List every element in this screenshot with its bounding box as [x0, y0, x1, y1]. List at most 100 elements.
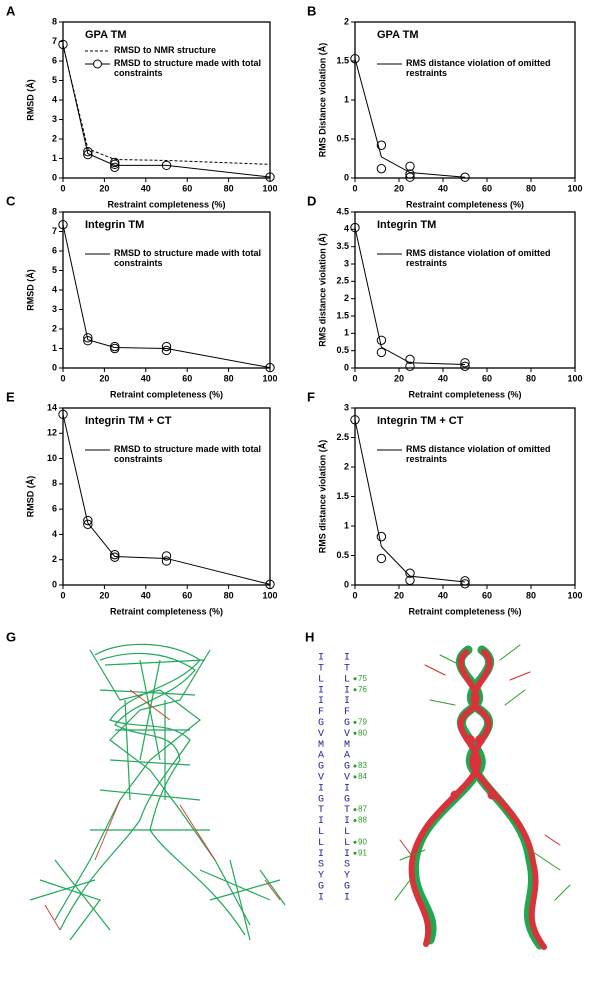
y-tick-label: 2: [344, 293, 349, 303]
contact-dot: [353, 775, 357, 779]
y-tick-label: 0.5: [336, 550, 349, 560]
residue: I: [344, 783, 350, 794]
legend-entry: RMSD to NMR structure: [114, 45, 217, 55]
y-tick-label: 0: [52, 362, 57, 372]
y-tick-label: 1: [344, 94, 349, 104]
series-line: [62, 414, 271, 585]
data-point: [376, 163, 387, 174]
residue-number: 76: [358, 685, 367, 694]
panel-label: D: [307, 193, 316, 208]
y-tick-label: 3: [52, 304, 57, 314]
data-point: [161, 160, 172, 171]
data-point: [405, 354, 415, 365]
chart-title: Integrin TM + CT: [377, 415, 464, 427]
x-axis-label: Restraint completeness (%): [107, 199, 225, 209]
y-tick-label: 8: [52, 206, 57, 216]
data-point: [58, 409, 68, 420]
residue: L: [344, 827, 350, 838]
x-tick-label: 80: [224, 183, 234, 193]
legend-label: RMS distance violation of omitted restra…: [406, 444, 551, 464]
y-axis-label: RMS distance violation (Å): [317, 440, 327, 554]
data-point: [265, 579, 275, 590]
y-tick-label: 4: [52, 284, 57, 294]
data-point: [350, 53, 360, 64]
y-tick-label: 5: [52, 265, 57, 275]
chart-title: Integrin TM: [85, 219, 144, 231]
y-tick-label: 2.5: [336, 432, 349, 442]
y-tick-label: 2: [344, 16, 349, 26]
y-tick-label: 8: [52, 16, 57, 26]
data-point: [460, 576, 470, 586]
legend-label: RMSD to NMR structure: [114, 45, 217, 55]
residue: L: [318, 674, 324, 685]
x-tick-label: 0: [60, 373, 65, 383]
contact-dot: [353, 819, 357, 822]
data-point: [376, 531, 387, 542]
contact-dot: [353, 731, 357, 735]
y-tick-label: 2.5: [336, 276, 349, 286]
residue: M: [318, 740, 324, 751]
data-point: [83, 146, 93, 157]
contact-dot: [353, 764, 357, 768]
legend-marker: [93, 59, 102, 69]
series-line: [62, 44, 271, 178]
x-tick-label: 0: [60, 183, 65, 193]
legend-entry: RMSD to structure made with total constr…: [114, 444, 261, 464]
residue: L: [318, 838, 324, 849]
residue: Y: [318, 871, 324, 882]
data-point: [405, 161, 415, 172]
x-tick-label: 40: [141, 183, 151, 193]
residue: I: [318, 849, 324, 860]
x-tick-label: 100: [567, 590, 582, 600]
y-tick-label: 8: [52, 478, 57, 488]
y-axis-label: RMS Distance violation (Å): [317, 43, 327, 158]
x-tick-label: 80: [526, 590, 536, 600]
residue: I: [344, 849, 350, 860]
y-tick-label: 0.5: [336, 345, 349, 355]
contact-dot: [353, 840, 357, 844]
plot-frame: [354, 407, 576, 586]
residue-number: 80: [358, 728, 367, 737]
x-tick-label: 60: [482, 590, 492, 600]
data-point: [460, 172, 470, 182]
residue: G: [318, 762, 324, 773]
panel-label: H: [305, 629, 314, 644]
data-point: [161, 345, 172, 356]
residue: I: [318, 816, 324, 827]
legend-entry: RMS distance violation of omitted restra…: [406, 58, 551, 78]
series-line: [354, 419, 466, 583]
residue: V: [344, 773, 350, 784]
residue: F: [318, 707, 324, 718]
x-axis-label: Retraint completeness (%): [408, 606, 521, 616]
residue: I: [318, 892, 324, 903]
x-tick-label: 60: [482, 183, 492, 193]
panel-label: B: [307, 3, 316, 18]
y-tick-label: 3: [344, 402, 349, 412]
data-point: [376, 347, 387, 358]
legend-entry: RMSD to structure made with total constr…: [114, 248, 261, 268]
y-tick-label: 0: [344, 362, 349, 372]
data-point: [460, 361, 470, 371]
x-tick-label: 20: [99, 373, 109, 383]
data-point: [161, 551, 172, 561]
data-point: [110, 162, 120, 172]
data-point: [350, 415, 360, 425]
y-axis-label: RMSD (Å): [25, 269, 35, 311]
x-tick-label: 100: [262, 183, 277, 193]
residue: I: [344, 653, 350, 664]
x-tick-label: 40: [438, 183, 448, 193]
y-tick-label: 3: [52, 114, 57, 124]
contact-dot: [353, 677, 357, 681]
residue: G: [318, 882, 324, 893]
residue: I: [344, 816, 350, 827]
data-point: [110, 549, 120, 560]
data-point: [376, 140, 387, 150]
plot-frame: [354, 211, 576, 369]
data-point: [405, 172, 415, 182]
data-point: [405, 361, 415, 371]
x-tick-label: 20: [394, 590, 404, 600]
data-point: [110, 159, 120, 170]
y-tick-label: 3: [344, 258, 349, 268]
legend-label: RMS distance violation of omitted restra…: [406, 58, 551, 78]
residue-number: 87: [358, 805, 367, 814]
